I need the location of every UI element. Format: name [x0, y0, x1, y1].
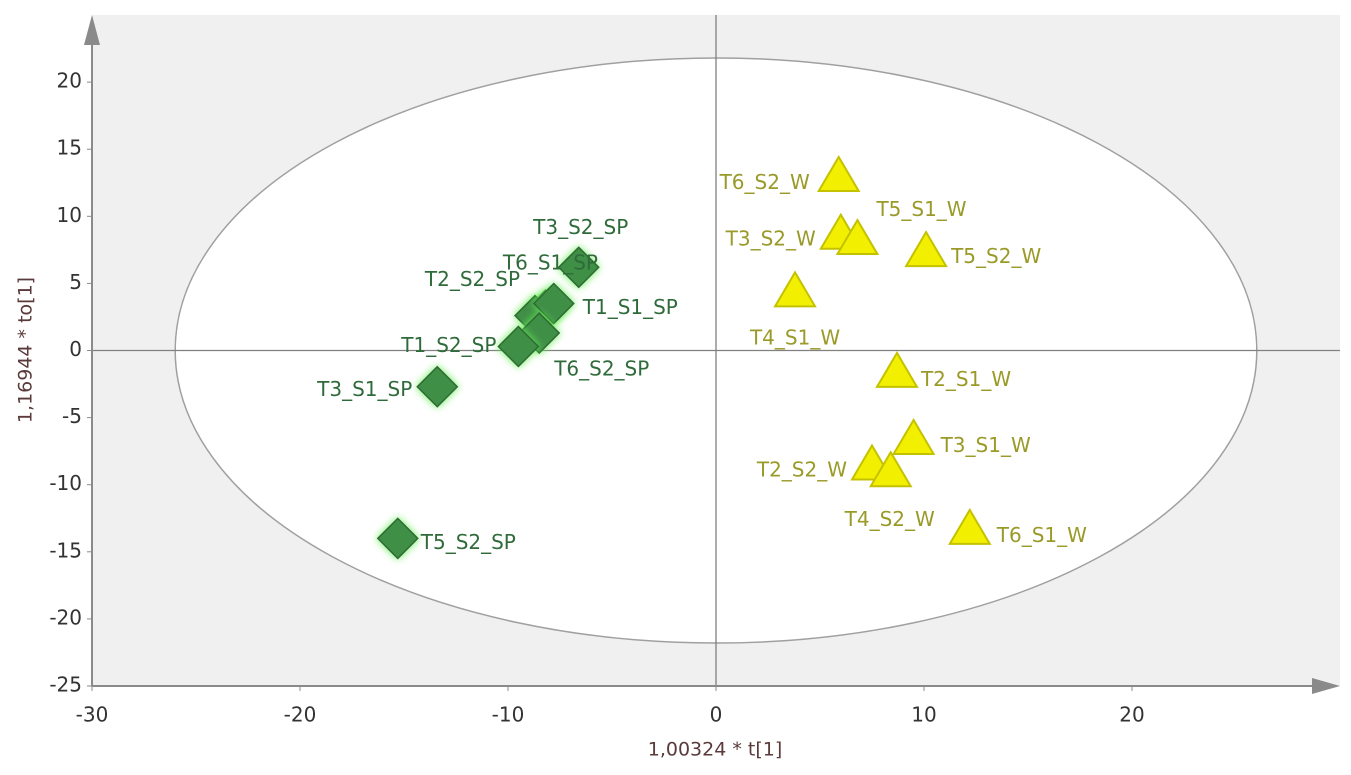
point-label: T2_S2_W: [756, 457, 847, 481]
y-axis-title: 1,16944 * to[1]: [15, 277, 37, 423]
triangle-point: [816, 155, 861, 192]
point-label: T3_S2_W: [725, 227, 816, 251]
y-tick-label: -25: [49, 673, 82, 697]
point-label: T4_S1_W: [749, 325, 840, 349]
y-tick-label: -5: [62, 404, 82, 428]
diamond-point: [532, 282, 575, 325]
y-tick-label: 10: [57, 203, 82, 227]
point-label: T5_S2_SP: [420, 530, 516, 554]
x-tick-label: -30: [76, 703, 109, 727]
triangle-point: [868, 450, 913, 488]
x-tick-label: 0: [710, 703, 723, 727]
x-tick-label: -20: [284, 703, 317, 727]
point-label: T5_S2_W: [950, 244, 1041, 268]
triangle-point: [891, 418, 936, 456]
x-tick-label: -10: [492, 703, 525, 727]
y-axis-arrow: [84, 15, 100, 45]
point-label: T5_S1_W: [875, 197, 966, 221]
x-axis-title: 1,00324 * t[1]: [648, 739, 783, 761]
y-tick-label: -20: [49, 605, 82, 629]
triangle-point: [948, 507, 992, 545]
x-tick-label: 20: [1119, 703, 1144, 727]
point-label: T3_S2_SP: [532, 215, 628, 239]
point-label: T1_S1_SP: [582, 295, 678, 319]
diamond-point: [557, 246, 600, 289]
diamond-point: [497, 325, 540, 368]
point-label: T6_S1_SP: [502, 251, 598, 275]
triangle-point: [773, 270, 817, 308]
point-label: T4_S2_W: [844, 507, 935, 531]
point-label: T1_S2_SP: [400, 333, 496, 357]
point-label: T2_S1_W: [920, 367, 1011, 391]
y-tick-label: 5: [69, 270, 82, 294]
triangle-point: [904, 230, 948, 268]
x-axis-arrow: [1312, 678, 1340, 694]
point-label: T3_S1_W: [940, 433, 1031, 457]
point-label: T6_S2_SP: [553, 357, 649, 381]
point-label: T6_S2_W: [719, 170, 810, 194]
point-label: T2_S2_SP: [424, 267, 520, 291]
y-tick-label: 20: [57, 69, 82, 93]
diamond-point: [376, 517, 419, 560]
point-label: T3_S1_SP: [316, 377, 412, 401]
y-tick-label: 0: [69, 337, 82, 361]
diamond-point: [416, 365, 459, 408]
triangle-point: [875, 350, 919, 388]
y-tick-label: -10: [49, 471, 82, 495]
triangle-point: [835, 218, 880, 256]
y-tick-label: 15: [57, 136, 82, 160]
point-label: T6_S1_W: [996, 523, 1087, 547]
y-tick-label: -15: [49, 538, 82, 562]
x-tick-label: 10: [911, 703, 936, 727]
